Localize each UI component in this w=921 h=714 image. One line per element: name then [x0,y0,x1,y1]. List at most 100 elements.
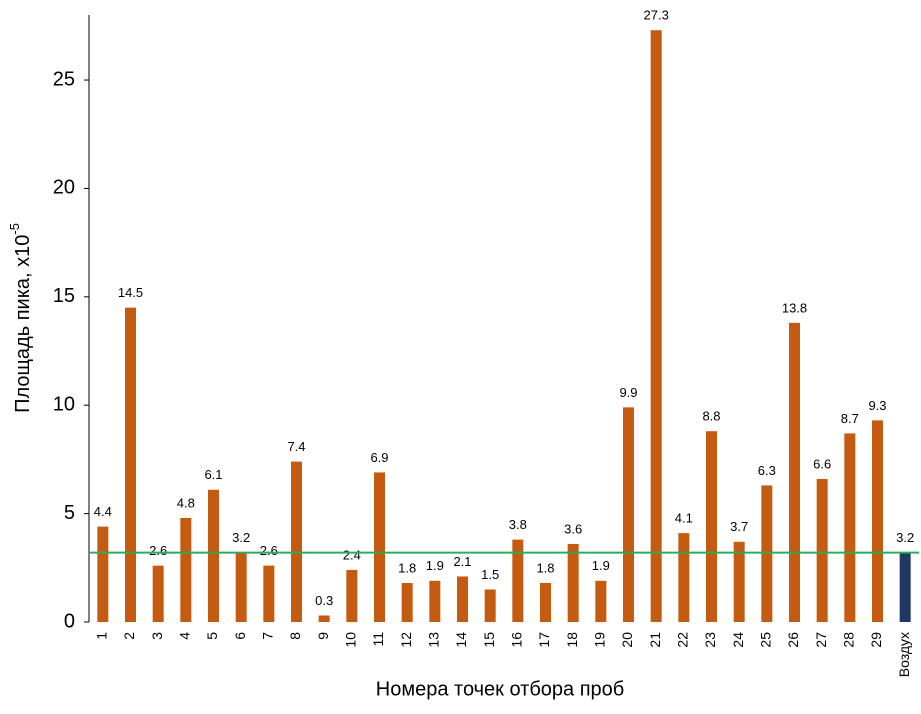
value-label: 9.9 [619,385,637,400]
x-tick-label: 15 [481,632,497,648]
x-tick-label: 25 [758,632,774,648]
bar [208,489,219,622]
value-label: 6.9 [370,450,388,465]
y-axis-label-main: Площадь пика, x10 [12,235,34,413]
bar [899,552,911,622]
value-label: 3.6 [564,521,582,536]
y-tick-label: 20 [53,177,75,199]
x-tick-label: 27 [813,632,829,648]
bar [733,541,745,622]
value-label: 14.5 [118,285,143,300]
bar [595,580,607,622]
x-axis-label: Номера точек отбора проб [376,678,624,700]
bar [97,526,109,622]
y-tick-label: 25 [53,68,75,90]
bar [457,576,468,622]
y-axis-label: Площадь пика, x10-5 [7,223,34,413]
bar [567,543,579,622]
x-tick-label: 21 [647,632,663,648]
bar [429,580,441,622]
value-label: 1.9 [592,558,610,573]
x-tick-label: 24 [730,632,746,648]
x-tick-label: 22 [675,632,691,648]
x-tick-label: 18 [564,632,580,648]
x-tick-label: 5 [204,632,220,640]
x-tick-label: 9 [315,632,331,640]
value-label: 1.8 [398,560,416,575]
x-tick-label: 28 [841,632,857,648]
value-label: 7.4 [287,439,305,454]
value-label: 3.7 [730,519,748,534]
bar [650,30,662,623]
x-tick-label: 11 [370,632,386,647]
bar [374,472,385,622]
value-label: 3.8 [509,517,527,532]
value-label: 4.4 [94,504,112,519]
bar [346,569,358,622]
x-tick-label: 17 [536,632,552,648]
value-label: 2.4 [343,547,361,562]
x-tick-label: 1 [94,632,110,640]
y-tick-label: 5 [64,502,75,524]
bar [235,552,247,622]
value-label: 6.3 [758,463,776,478]
y-axis-label-superscript: -5 [7,223,22,235]
value-label: 6.6 [813,456,831,471]
bar [180,517,192,622]
value-label: 4.1 [675,511,693,526]
value-label: 3.2 [896,530,914,545]
value-label: 1.9 [426,558,444,573]
bar [484,589,496,622]
x-tick-label: 26 [785,632,801,648]
value-label: 2.6 [260,543,278,558]
x-tick-label: 4 [177,632,193,640]
x-tick-label: 7 [260,632,276,640]
bar [125,307,136,622]
bar [263,565,275,622]
x-tick-label: 3 [149,632,165,640]
bar [761,485,773,622]
value-label: 27.3 [644,8,669,23]
y-tick-label: 0 [64,610,75,632]
x-tick-label: 20 [619,632,635,648]
x-tick-label: 10 [343,632,359,648]
value-label: 2.1 [453,554,471,569]
value-label: 1.5 [481,567,499,582]
value-label: 8.7 [841,411,859,426]
x-tick-label: 2 [121,632,137,640]
bar [844,433,856,622]
value-label: 4.8 [177,495,195,510]
x-tick-label: 16 [509,632,525,648]
value-label: 8.8 [702,409,720,424]
x-tick-label: 6 [232,632,248,640]
bar [540,582,551,622]
bar [291,461,302,622]
value-label: 9.3 [868,398,886,413]
bar [152,565,164,622]
y-tick-label: 10 [53,393,75,415]
bar [318,615,330,622]
x-tick-label: 19 [592,632,608,648]
bar [623,407,634,622]
value-label: 3.2 [232,530,250,545]
x-tick-label: 8 [287,632,303,640]
value-label: 2.6 [149,543,167,558]
bar [816,478,828,622]
x-tick-label: 13 [426,632,442,648]
bar [512,539,524,622]
value-label: 0.3 [315,593,333,608]
y-tick-label: 15 [53,285,75,307]
x-tick-label: 29 [868,632,884,648]
value-label: 1.8 [536,560,554,575]
value-label: 13.8 [782,300,807,315]
x-tick-label: 23 [702,632,718,648]
bar [789,322,800,622]
bar [872,420,883,622]
bar [678,533,690,622]
x-tick-label: 14 [453,632,469,648]
x-tick-label: Воздух [896,632,912,677]
value-label: 6.1 [204,467,222,482]
bar [706,431,717,622]
